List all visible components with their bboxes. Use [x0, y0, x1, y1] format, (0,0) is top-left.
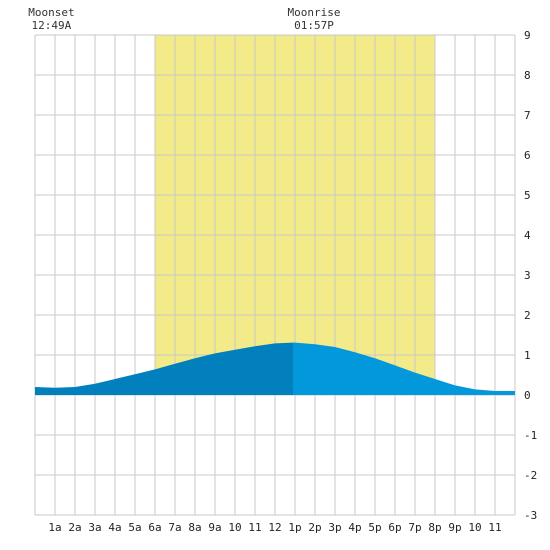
y-tick-label: -1 — [524, 429, 537, 442]
y-tick-label: -2 — [524, 469, 537, 482]
y-tick-label: 1 — [524, 349, 531, 362]
x-tick-labels: 1a 2a 3a 4a 5a 6a 7a 8a 9a 10 11 12 1p 2p 3p 4p 5p 6p 7p 8p… — [48, 521, 501, 534]
y-tick-label: 8 — [524, 69, 531, 82]
x-tick-label: 6p — [388, 521, 401, 534]
tide-area-future — [293, 342, 515, 395]
x-tick-label: 1a — [48, 521, 61, 534]
y-tick-label: 7 — [524, 109, 531, 122]
y-tick-label: -3 — [524, 509, 537, 522]
y-tick-label: 0 — [524, 389, 531, 402]
moonrise-label: Moonrise — [288, 6, 341, 19]
x-tick-label: 10 — [468, 521, 481, 534]
x-tick-label: 5a — [128, 521, 141, 534]
x-tick-label: 8p — [428, 521, 441, 534]
x-tick-label: 2p — [308, 521, 321, 534]
x-tick-label: 3a — [88, 521, 101, 534]
moonset-label: Moonset — [28, 6, 74, 19]
x-tick-label: 1p — [288, 521, 301, 534]
tide-area — [35, 342, 515, 395]
x-tick-label: 9p — [448, 521, 461, 534]
y-tick-label: 4 — [524, 229, 531, 242]
moonset-time: 12:49A — [32, 19, 72, 32]
x-tick-label: 11 — [488, 521, 501, 534]
x-tick-label: 7p — [408, 521, 421, 534]
x-tick-label: 12 — [268, 521, 281, 534]
x-tick-label: 2a — [68, 521, 81, 534]
moonrise-time: 01:57P — [294, 19, 334, 32]
y-tick-label: 5 — [524, 189, 531, 202]
y-tick-label: 9 — [524, 29, 531, 42]
tide-area-past — [35, 342, 293, 395]
y-tick-label: 2 — [524, 309, 531, 322]
y-tick-label: 6 — [524, 149, 531, 162]
x-tick-label: 5p — [368, 521, 381, 534]
y-tick-label: 3 — [524, 269, 531, 282]
x-tick-label: 11 — [248, 521, 261, 534]
x-tick-label: 8a — [188, 521, 201, 534]
x-tick-label: 6a — [148, 521, 161, 534]
x-tick-label: 7a — [168, 521, 181, 534]
x-tick-label: 9a — [208, 521, 221, 534]
y-tick-labels: -3 -2 -1 0 1 2 3 4 5 6 7 8 9 — [524, 29, 537, 522]
x-tick-label: 10 — [228, 521, 241, 534]
grid — [34, 34, 516, 516]
x-tick-label: 3p — [328, 521, 341, 534]
x-tick-label: 4a — [108, 521, 121, 534]
x-tick-label: 4p — [348, 521, 361, 534]
